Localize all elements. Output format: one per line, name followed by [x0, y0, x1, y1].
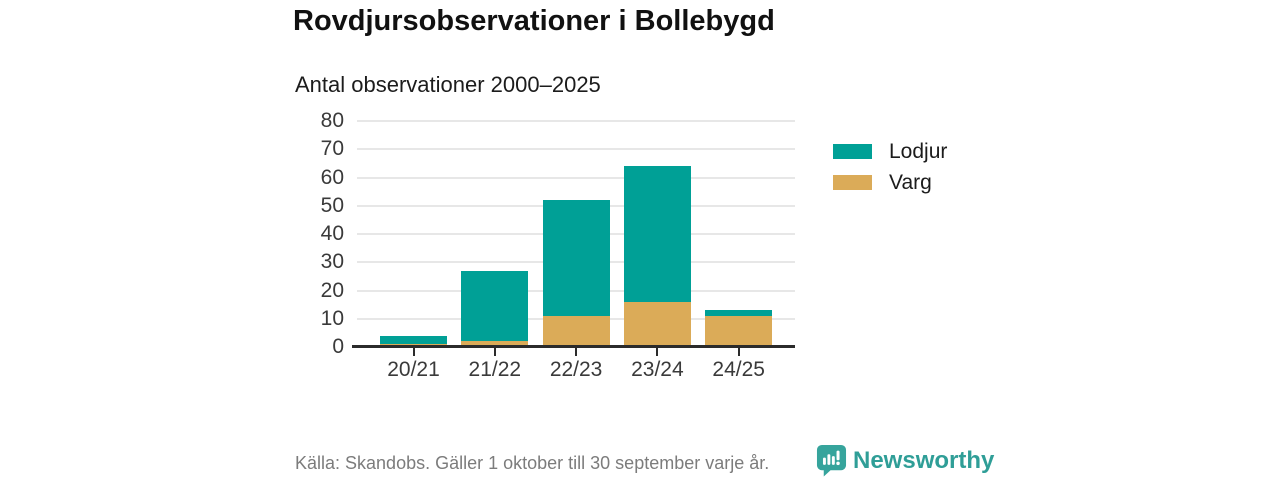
newsworthy-logo: Newsworthy — [816, 444, 994, 477]
gridline-y70 — [357, 148, 795, 151]
bar-segment-varg-24-25 — [705, 315, 773, 347]
y-axis-tick-label: 40 — [320, 222, 344, 245]
chart-subtitle: Antal observationer 2000–2025 — [295, 72, 601, 97]
y-axis-tick-label: 10 — [320, 306, 344, 330]
bar-segment-lodjur-20-21 — [380, 335, 447, 345]
x-axis-line — [352, 345, 795, 348]
y-axis-tick-label: 50 — [320, 193, 344, 217]
bar-segment-lodjur-22-23 — [542, 200, 610, 316]
newsworthy-wordmark: Newsworthy — [853, 447, 995, 474]
legend-swatch-varg — [833, 175, 872, 190]
y-axis-tick-label: 70 — [320, 137, 344, 161]
y-axis-tick-label: 60 — [320, 165, 344, 189]
x-axis-tick-label: 21/22 — [468, 358, 522, 381]
newsworthy-bubble-chart-icon — [816, 445, 847, 477]
legend-label-varg: Varg — [889, 171, 932, 194]
x-axis-tick-label: 24/25 — [712, 358, 765, 381]
bar-segment-varg-22-23 — [542, 315, 610, 347]
x-axis-tick — [737, 348, 740, 356]
x-axis-tick-label: 23/24 — [631, 358, 684, 381]
bar-segment-lodjur-24-25 — [705, 310, 773, 316]
bar-segment-varg-21-22 — [461, 341, 529, 347]
bar-segment-lodjur-23-24 — [623, 166, 691, 302]
gridline-y60 — [357, 176, 795, 179]
source-note: Källa: Skandobs. Gäller 1 oktober till 3… — [295, 453, 770, 473]
y-axis-tick-label: 0 — [332, 335, 344, 358]
x-axis-tick — [412, 348, 415, 356]
gridline-y80 — [357, 120, 795, 122]
legend-label-lodjur: Lodjur — [889, 140, 948, 163]
y-axis-tick-label: 80 — [320, 109, 344, 132]
chart-title: Rovdjursobservationer i Bollebygd — [293, 5, 775, 37]
x-axis-tick — [575, 348, 578, 356]
x-axis-tick — [493, 348, 496, 356]
x-axis-tick-label: 22/23 — [549, 358, 603, 381]
bar-segment-varg-23-24 — [623, 301, 691, 347]
y-axis-tick-label: 20 — [320, 278, 344, 302]
y-axis-tick-label: 30 — [320, 250, 344, 274]
x-axis-tick — [656, 348, 659, 356]
x-axis-tick-label: 20/21 — [387, 358, 440, 381]
bar-segment-lodjur-21-22 — [461, 270, 529, 342]
legend-swatch-lodjur — [833, 144, 872, 159]
